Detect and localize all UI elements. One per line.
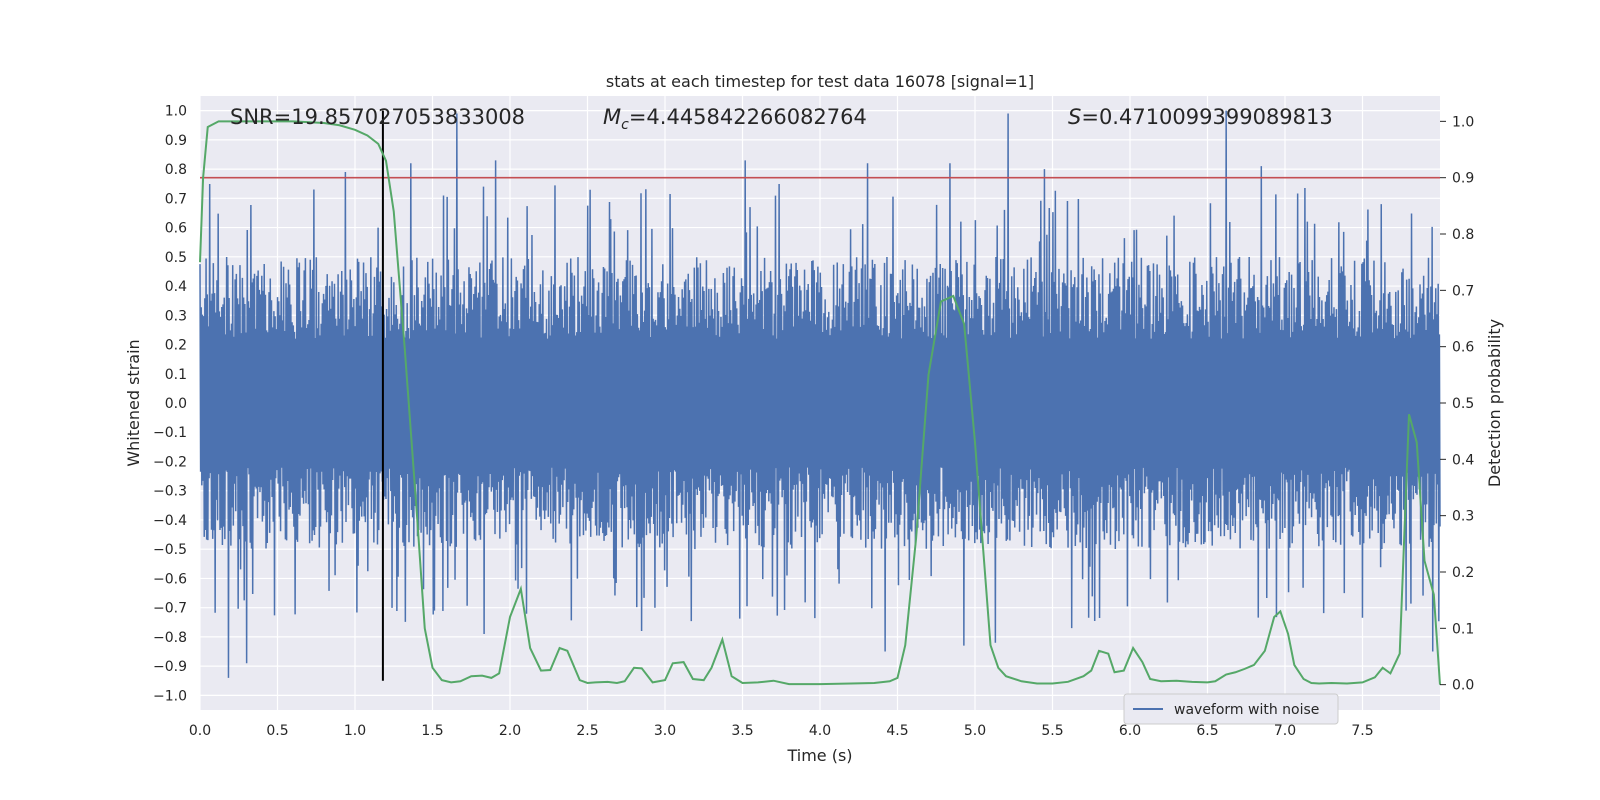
y-tick-label: −1.0 — [153, 688, 187, 704]
x-tick-label: 1.5 — [421, 723, 443, 739]
chart-title: stats at each timestep for test data 160… — [606, 72, 1034, 91]
y-tick-label: −0.1 — [153, 425, 187, 441]
chirp-mass-subscript: c — [621, 117, 629, 133]
x-tick-label: 4.0 — [809, 723, 831, 739]
y-tick-label: 0.4 — [165, 279, 187, 295]
s-annotation: S=0.4710099399089813 — [1068, 105, 1333, 129]
axes: 0.0 0.5 1.0 1.5 2.0 2.5 3.0 3.5 4.0 4.5 5.0 5.5 6.0 6… — [153, 104, 1474, 739]
y-tick-label: 0.6 — [165, 221, 187, 237]
x-tick-label: 5.0 — [964, 723, 986, 739]
snr-annotation: SNR=19.857027053833008 — [230, 105, 525, 129]
x-tick-label: 0.0 — [189, 723, 211, 739]
detection-probability-line — [199, 120, 1441, 686]
x-tick-label: 1.0 — [344, 723, 366, 739]
x-tick-label: 5.5 — [1041, 723, 1063, 739]
y2-tick-label: 0.5 — [1452, 396, 1474, 412]
x-tick-label: 7.5 — [1351, 723, 1373, 739]
waveform-series — [199, 110, 1441, 678]
waveform-line — [199, 110, 1441, 678]
y2-tick-label: 0.0 — [1452, 678, 1474, 694]
y2-tick-label: 0.3 — [1452, 509, 1474, 525]
x-tick-label: 3.5 — [731, 723, 753, 739]
chirp-mass-annotation: Mc=4.445842266082764 — [603, 105, 867, 133]
y-tick-label: 0.9 — [165, 133, 187, 149]
legend-box — [1123, 693, 1339, 725]
y-tick-label: 0.0 — [165, 396, 187, 412]
chirp-mass-symbol: M — [603, 105, 621, 129]
y2-tick-label: 1.0 — [1452, 114, 1474, 130]
y2-tick-label: 0.4 — [1452, 452, 1474, 468]
x-tick-label: 6.0 — [1119, 723, 1141, 739]
y2-tick-label: 0.6 — [1452, 340, 1474, 356]
y-tick-label: 0.2 — [165, 338, 187, 354]
x-axis-label: Time (s) — [786, 746, 852, 765]
x-tick-label: 4.5 — [886, 723, 908, 739]
x-tick-label: 2.0 — [499, 723, 521, 739]
y-axis-label: Whitened strain — [124, 339, 143, 466]
y-tick-label: 0.3 — [165, 308, 187, 324]
x-tick-label: 2.5 — [576, 723, 598, 739]
y-tick-label: 0.1 — [165, 367, 187, 383]
s-symbol: S — [1068, 105, 1081, 129]
y-tick-label: −0.9 — [153, 659, 187, 675]
y-tick-label: −0.5 — [153, 542, 187, 558]
s-value: =0.4710099399089813 — [1081, 105, 1332, 129]
x-tick-label: 3.0 — [654, 723, 676, 739]
y-tick-label: 0.7 — [165, 191, 187, 207]
chirp-mass-value: =4.445842266082764 — [629, 105, 867, 129]
y-tick-label: 0.8 — [165, 162, 187, 178]
x-tick-label: 7.0 — [1274, 723, 1296, 739]
y-tick-label: −0.8 — [153, 630, 187, 646]
y-tick-label: −0.7 — [153, 601, 187, 617]
y-tick-label: −0.4 — [153, 513, 187, 529]
y2-tick-label: 0.1 — [1452, 621, 1474, 637]
legend: waveform with noise — [1123, 693, 1339, 725]
y-tick-label: −0.2 — [153, 454, 187, 470]
overlay-lines — [200, 110, 1440, 681]
x-tick-label: 6.5 — [1196, 723, 1218, 739]
y-tick-label: 1.0 — [165, 104, 187, 120]
legend-label: waveform with noise — [1174, 702, 1319, 718]
y2-axis-label: Detection probability — [1485, 319, 1504, 487]
y-tick-label: −0.3 — [153, 484, 187, 500]
y2-tick-label: 0.7 — [1452, 283, 1474, 299]
y2-tick-label: 0.8 — [1452, 227, 1474, 243]
y2-tick-label: 0.9 — [1452, 171, 1474, 187]
y-tick-label: 0.5 — [165, 250, 187, 266]
y2-tick-label: 0.2 — [1452, 565, 1474, 581]
x-tick-label: 0.5 — [266, 723, 288, 739]
detection-probability-series — [199, 120, 1441, 686]
y-tick-label: −0.6 — [153, 571, 187, 587]
